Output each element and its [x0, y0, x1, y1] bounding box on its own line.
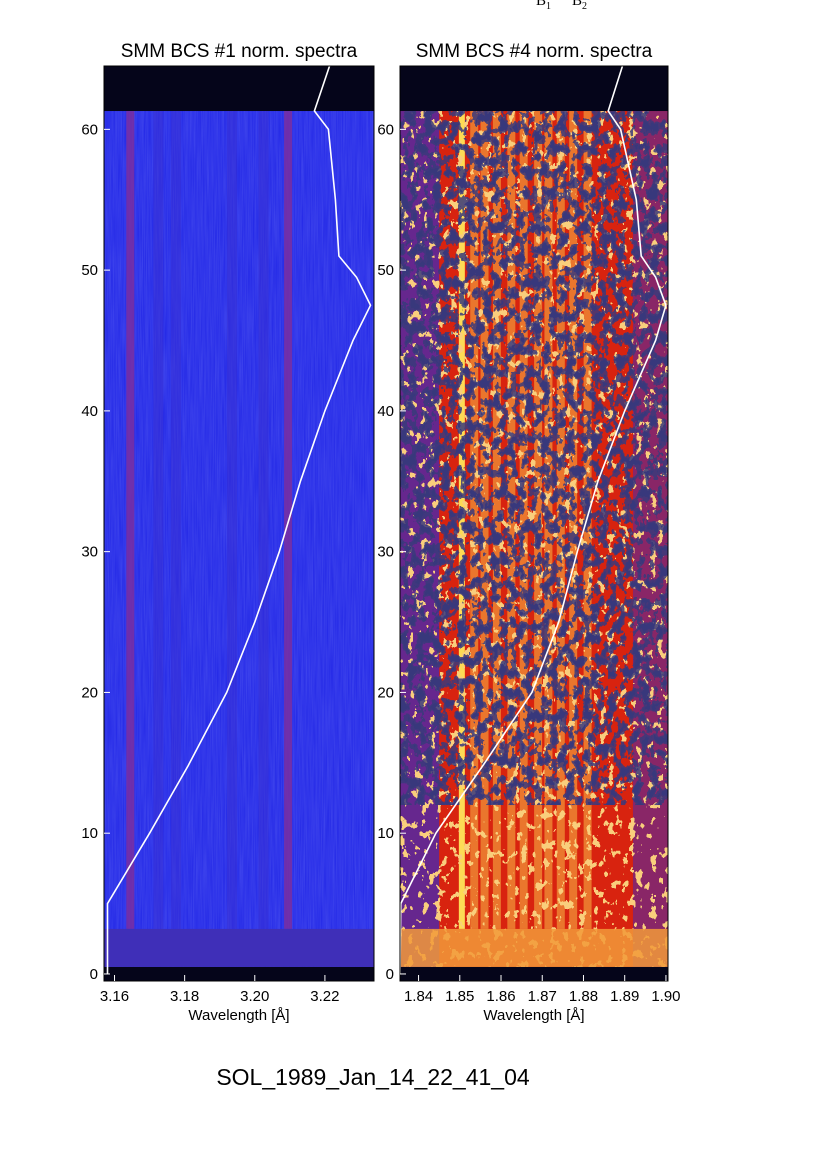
panel2-plot	[400, 66, 668, 981]
panel2-dark-speckle	[400, 111, 668, 806]
x-tick-label: 1.89	[610, 988, 639, 1005]
x-tick-label: 1.90	[651, 988, 680, 1005]
y-tick-label: 50	[81, 262, 98, 279]
x-tick-label: 1.87	[528, 988, 557, 1005]
x-tick-label: 3.18	[170, 988, 199, 1005]
y-tick-label: 10	[377, 825, 394, 842]
panel1-noise	[104, 111, 374, 967]
y-tick-label: 60	[81, 121, 98, 138]
x-tick-label: 1.84	[404, 988, 433, 1005]
y-tick-label: 40	[81, 403, 98, 420]
panel2-xlabel: Wavelength [Å]	[483, 1007, 584, 1024]
y-tick-label: 0	[386, 966, 394, 983]
y-tick-label: 50	[377, 262, 394, 279]
emission-line	[153, 111, 164, 929]
panel1-title: SMM BCS #1 norm. spectra	[121, 41, 358, 62]
y-tick-label: 20	[81, 684, 98, 701]
y-tick-label: 10	[81, 825, 98, 842]
flare-id-caption: SOL_1989_Jan_14_22_41_04	[216, 1064, 530, 1090]
emission-line	[126, 111, 135, 929]
y-tick-label: 0	[90, 966, 98, 983]
emission-line	[258, 111, 269, 929]
b2-mark: B2	[572, 0, 588, 12]
x-tick-label: 3.16	[100, 988, 129, 1005]
x-tick-label: 3.20	[240, 988, 269, 1005]
panel1-frame	[103, 65, 375, 982]
emission-line	[170, 111, 181, 929]
x-tick-label: 1.86	[486, 988, 515, 1005]
panel2-noise-band	[400, 928, 668, 967]
y-tick-label: 40	[377, 403, 394, 420]
x-tick-label: 3.22	[310, 988, 339, 1005]
y-tick-label: 30	[377, 544, 394, 561]
light-curve	[400, 66, 667, 975]
panel2-frame	[399, 65, 669, 982]
panel2-title: SMM BCS #4 norm. spectra	[416, 41, 653, 62]
light-curve	[106, 66, 372, 974]
y-tick-label: 30	[81, 544, 98, 561]
y-tick-label: 60	[377, 121, 394, 138]
y-tick-label: 20	[377, 684, 394, 701]
emission-line	[226, 111, 237, 929]
b1-mark: B1	[536, 0, 552, 12]
x-tick-label: 1.88	[569, 988, 598, 1005]
x-tick-label: 1.85	[445, 988, 474, 1005]
panel1-xlabel: Wavelength [Å]	[188, 1007, 289, 1024]
panel1-noise-band	[104, 928, 374, 967]
panel1-plot	[104, 66, 374, 981]
